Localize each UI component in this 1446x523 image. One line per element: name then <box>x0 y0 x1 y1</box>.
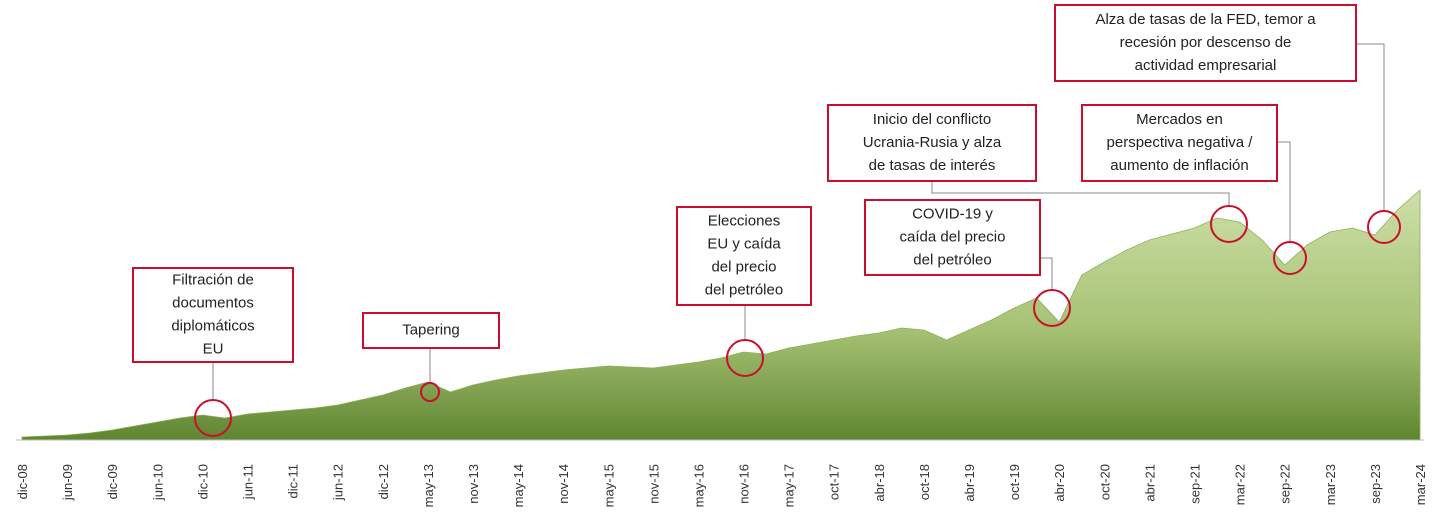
x-tick-label: nov-14 <box>556 464 571 504</box>
annotation-box <box>864 199 1041 276</box>
x-tick-label: sep-23 <box>1368 464 1383 504</box>
annotation-box <box>1081 104 1278 182</box>
x-tick-label: sep-22 <box>1278 464 1293 504</box>
x-tick-label: sep-21 <box>1188 464 1203 504</box>
annotation-text: de tasas de interés <box>869 157 996 174</box>
x-tick-label: nov-16 <box>737 464 752 504</box>
annotation-box <box>362 312 500 349</box>
highlight-circle <box>1210 205 1248 243</box>
x-tick-label: may-16 <box>691 464 706 507</box>
x-tick-label: jun-09 <box>60 464 75 501</box>
x-tick-label: nov-15 <box>646 464 661 504</box>
x-tick-label: mar-23 <box>1323 464 1338 505</box>
annotation-text: caída del precio <box>900 228 1006 245</box>
annotation-text: del precio <box>711 258 776 275</box>
annotation-text: Ucrania-Rusia y alza <box>863 134 1002 151</box>
x-tick-label: dic-12 <box>376 464 391 499</box>
x-tick-label: jun-11 <box>240 464 255 500</box>
x-tick-label: abr-21 <box>1142 464 1157 502</box>
x-tick-label: jun-10 <box>150 464 165 501</box>
highlight-circle <box>726 339 764 377</box>
annotation-box <box>676 206 812 306</box>
annotation-text: actividad empresarial <box>1135 57 1277 74</box>
area <box>21 189 1421 441</box>
annotation-text: Filtración de <box>172 271 254 288</box>
annotation-text: COVID-19 y <box>912 205 993 222</box>
annotation-text: recesión por descenso de <box>1120 34 1292 51</box>
x-tick-label: mar-22 <box>1233 464 1248 505</box>
x-tick-label: jun-12 <box>331 464 346 501</box>
annotation-text: Mercados en <box>1136 111 1223 128</box>
annotation-text: Elecciones <box>708 212 781 229</box>
x-tick-label: dic-08 <box>15 464 30 499</box>
annotation-box <box>132 267 294 363</box>
annotation-text: del petróleo <box>913 251 991 268</box>
annotation-text: aumento de inflación <box>1110 157 1248 174</box>
x-tick-label: oct-20 <box>1097 464 1112 500</box>
x-tick-label: oct-17 <box>827 464 842 500</box>
x-tick-label: may-17 <box>782 464 797 507</box>
x-tick-label: abr-18 <box>872 464 887 502</box>
annotation-text: documentos <box>172 294 254 311</box>
annotation-box <box>827 104 1037 182</box>
x-tick-label: abr-20 <box>1052 464 1067 502</box>
x-tick-label: dic-09 <box>105 464 120 499</box>
highlight-circle <box>1273 241 1307 275</box>
annotation-text: Inicio del conflicto <box>873 111 991 128</box>
annotation-text: EU <box>203 340 224 357</box>
x-tick-label: mar-24 <box>1413 464 1428 505</box>
x-tick-label: nov-13 <box>466 464 481 504</box>
annotation-text: diplomáticos <box>171 317 254 334</box>
annotation-text: del petróleo <box>705 281 783 298</box>
annotation-text: Tapering <box>402 321 460 338</box>
annotation-text: perspectiva negativa / <box>1107 134 1254 151</box>
annotation-text: Alza de tasas de la FED, temor a <box>1095 11 1316 28</box>
x-tick-label: dic-11 <box>286 464 301 498</box>
leader-line <box>1356 43 1385 211</box>
highlight-circle <box>420 382 440 402</box>
highlight-circle <box>194 399 232 437</box>
leader-line <box>1277 141 1291 242</box>
leader-line <box>1040 257 1053 290</box>
x-tick-label: may-13 <box>421 464 436 507</box>
x-tick-label: abr-19 <box>962 464 977 502</box>
x-tick-label: may-15 <box>601 464 616 507</box>
annotation-box <box>1054 4 1357 82</box>
x-tick-label: oct-18 <box>917 464 932 500</box>
x-tick-label: may-14 <box>511 464 526 507</box>
annotation-text: EU y caída <box>707 235 781 252</box>
highlight-circle <box>1367 210 1401 244</box>
x-tick-label: oct-19 <box>1007 464 1022 500</box>
x-tick-label: dic-10 <box>195 464 210 499</box>
highlight-circle <box>1033 289 1071 327</box>
leader-line <box>931 181 1230 206</box>
